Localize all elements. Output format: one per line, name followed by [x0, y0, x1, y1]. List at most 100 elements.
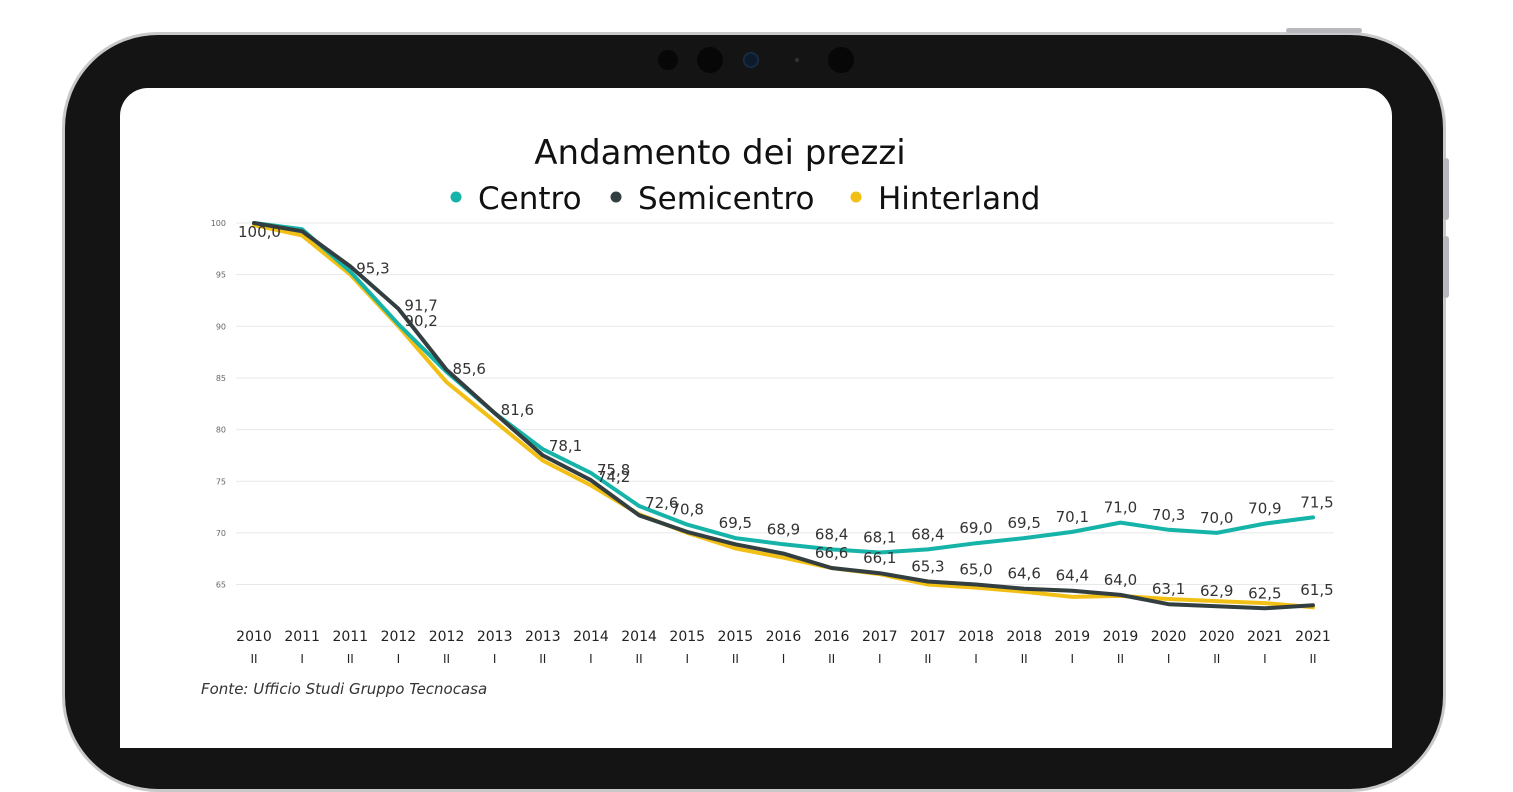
data-label-semicentro: 61,5	[1300, 581, 1333, 599]
data-label-centro: 68,4	[815, 525, 848, 543]
legend-label-semicentro: Semicentro	[638, 181, 815, 217]
data-label-semicentro: 65,3	[911, 557, 944, 575]
x-tick-half: II	[347, 652, 354, 666]
data-label-semicentro: 62,9	[1200, 582, 1233, 600]
camera-dot-1	[658, 50, 678, 70]
x-tick-year: 2012	[381, 629, 417, 645]
data-label-centro: 72,6	[645, 494, 678, 512]
x-tick-half: II	[539, 652, 546, 666]
x-tick-half: II	[1021, 652, 1028, 666]
x-tick-year: 2021	[1295, 629, 1331, 645]
x-tick-year: 2017	[862, 629, 898, 645]
x-tick-half: II	[636, 652, 643, 666]
volume-down-button	[1443, 236, 1449, 298]
x-tick-half: I	[589, 652, 593, 666]
data-label-semicentro: 64,6	[1007, 565, 1040, 583]
x-tick-half: II	[732, 652, 739, 666]
legend-label-centro: Centro	[478, 181, 582, 217]
x-tick-half: II	[1309, 652, 1316, 666]
x-tick-half: II	[1117, 652, 1124, 666]
x-tick-year: 2013	[477, 629, 513, 645]
data-label-centro: 71,0	[1104, 499, 1137, 517]
data-label-semicentro: 65,0	[959, 561, 992, 579]
x-tick-year: 2010	[236, 629, 272, 645]
camera-dot-4	[828, 47, 854, 73]
x-axis: 2010II2011I2011II2012I2012II2013I2013II2…	[236, 629, 1331, 666]
data-label-centro: 90,2	[404, 312, 437, 330]
x-tick-year: 2016	[766, 629, 802, 645]
y-tick-label: 70	[216, 529, 226, 538]
chart-grid	[236, 222, 1334, 586]
y-axis: 100 95 90 85 80 75 70 65	[211, 219, 226, 590]
x-tick-half: I	[300, 652, 304, 666]
data-label-centro: 68,4	[911, 525, 944, 543]
chart-title: Andamento dei prezzi	[534, 133, 905, 173]
series-line-hinterland	[252, 223, 1315, 610]
data-label-semicentro: 66,1	[863, 549, 896, 567]
data-label-centro: 68,1	[863, 529, 896, 547]
legend-label-hinterland: Hinterland	[878, 181, 1040, 217]
data-label-centro: 100,0	[238, 223, 281, 241]
data-label-centro: 78,1	[549, 437, 582, 455]
x-tick-year: 2016	[814, 629, 850, 645]
y-tick-label: 80	[216, 426, 226, 435]
chart-legend: Centro Semicentro Hinterland	[450, 181, 1040, 217]
x-tick-year: 2012	[429, 629, 465, 645]
source-note: Fonte: Ufficio Studi Gruppo Tecnocasa	[201, 680, 488, 698]
data-label-semicentro: 63,1	[1152, 580, 1185, 598]
data-labels: 100,0 95,3 90,2 85,6 81,6 78,1 75,8 72,670,8 69,…	[238, 223, 1334, 602]
y-tick-label: 90	[216, 322, 226, 331]
x-tick-half: I	[782, 652, 786, 666]
x-tick-half: II	[1213, 652, 1220, 666]
x-tick-year: 2013	[525, 629, 561, 645]
camera-dot-2	[697, 47, 723, 73]
x-tick-year: 2020	[1199, 629, 1235, 645]
data-label-semicentro: 64,0	[1104, 571, 1137, 589]
data-label-centro: 75,8	[597, 461, 630, 479]
x-tick-half: I	[1071, 652, 1075, 666]
legend-marker-hinterland	[850, 191, 862, 203]
x-tick-year: 2015	[669, 629, 705, 645]
x-tick-half: II	[443, 652, 450, 666]
legend-marker-centro	[450, 191, 462, 203]
x-tick-half: II	[828, 652, 835, 666]
price-trend-chart: Andamento dei prezzi Centro Semicentro Hin…	[211, 133, 1334, 666]
data-label-centro: 85,6	[453, 360, 486, 378]
x-tick-half: I	[493, 652, 497, 666]
x-tick-year: 2019	[1054, 629, 1090, 645]
data-label-semicentro: 64,4	[1056, 567, 1089, 585]
x-tick-year: 2011	[284, 629, 320, 645]
x-tick-year: 2011	[332, 629, 368, 645]
x-tick-half: I	[685, 652, 689, 666]
data-label-centro: 70,0	[1200, 509, 1233, 527]
series-line-centro	[252, 221, 1315, 555]
data-label-semicentro: 66,6	[815, 544, 848, 562]
x-tick-half: II	[250, 652, 257, 666]
data-label-centro: 68,9	[767, 520, 800, 538]
x-tick-half: II	[924, 652, 931, 666]
x-tick-year: 2019	[1103, 629, 1139, 645]
y-tick-label: 65	[216, 581, 226, 590]
data-label-semicentro: 62,5	[1248, 584, 1281, 602]
data-label-centro: 70,3	[1152, 506, 1185, 524]
volume-up-button	[1443, 158, 1449, 220]
y-tick-label: 85	[216, 374, 226, 383]
x-tick-half: I	[1167, 652, 1171, 666]
y-tick-label: 95	[216, 271, 226, 280]
x-tick-year: 2015	[718, 629, 754, 645]
data-label-centro: 70,9	[1248, 500, 1281, 518]
tablet-screen	[120, 88, 1392, 748]
data-label-semicentro: 91,7	[404, 297, 437, 315]
y-tick-label: 75	[216, 477, 226, 486]
x-tick-half: I	[878, 652, 882, 666]
data-label-semicentro: 74,2	[597, 468, 630, 486]
chart-series	[252, 221, 1315, 611]
data-label-centro: 69,5	[719, 514, 752, 532]
data-label-centro: 70,8	[671, 501, 704, 519]
x-tick-year: 2018	[958, 629, 994, 645]
camera-lens-icon	[743, 52, 759, 68]
x-tick-half: I	[974, 652, 978, 666]
x-tick-year: 2018	[1006, 629, 1042, 645]
series-line-semicentro	[252, 221, 1315, 611]
x-tick-half: I	[1263, 652, 1267, 666]
